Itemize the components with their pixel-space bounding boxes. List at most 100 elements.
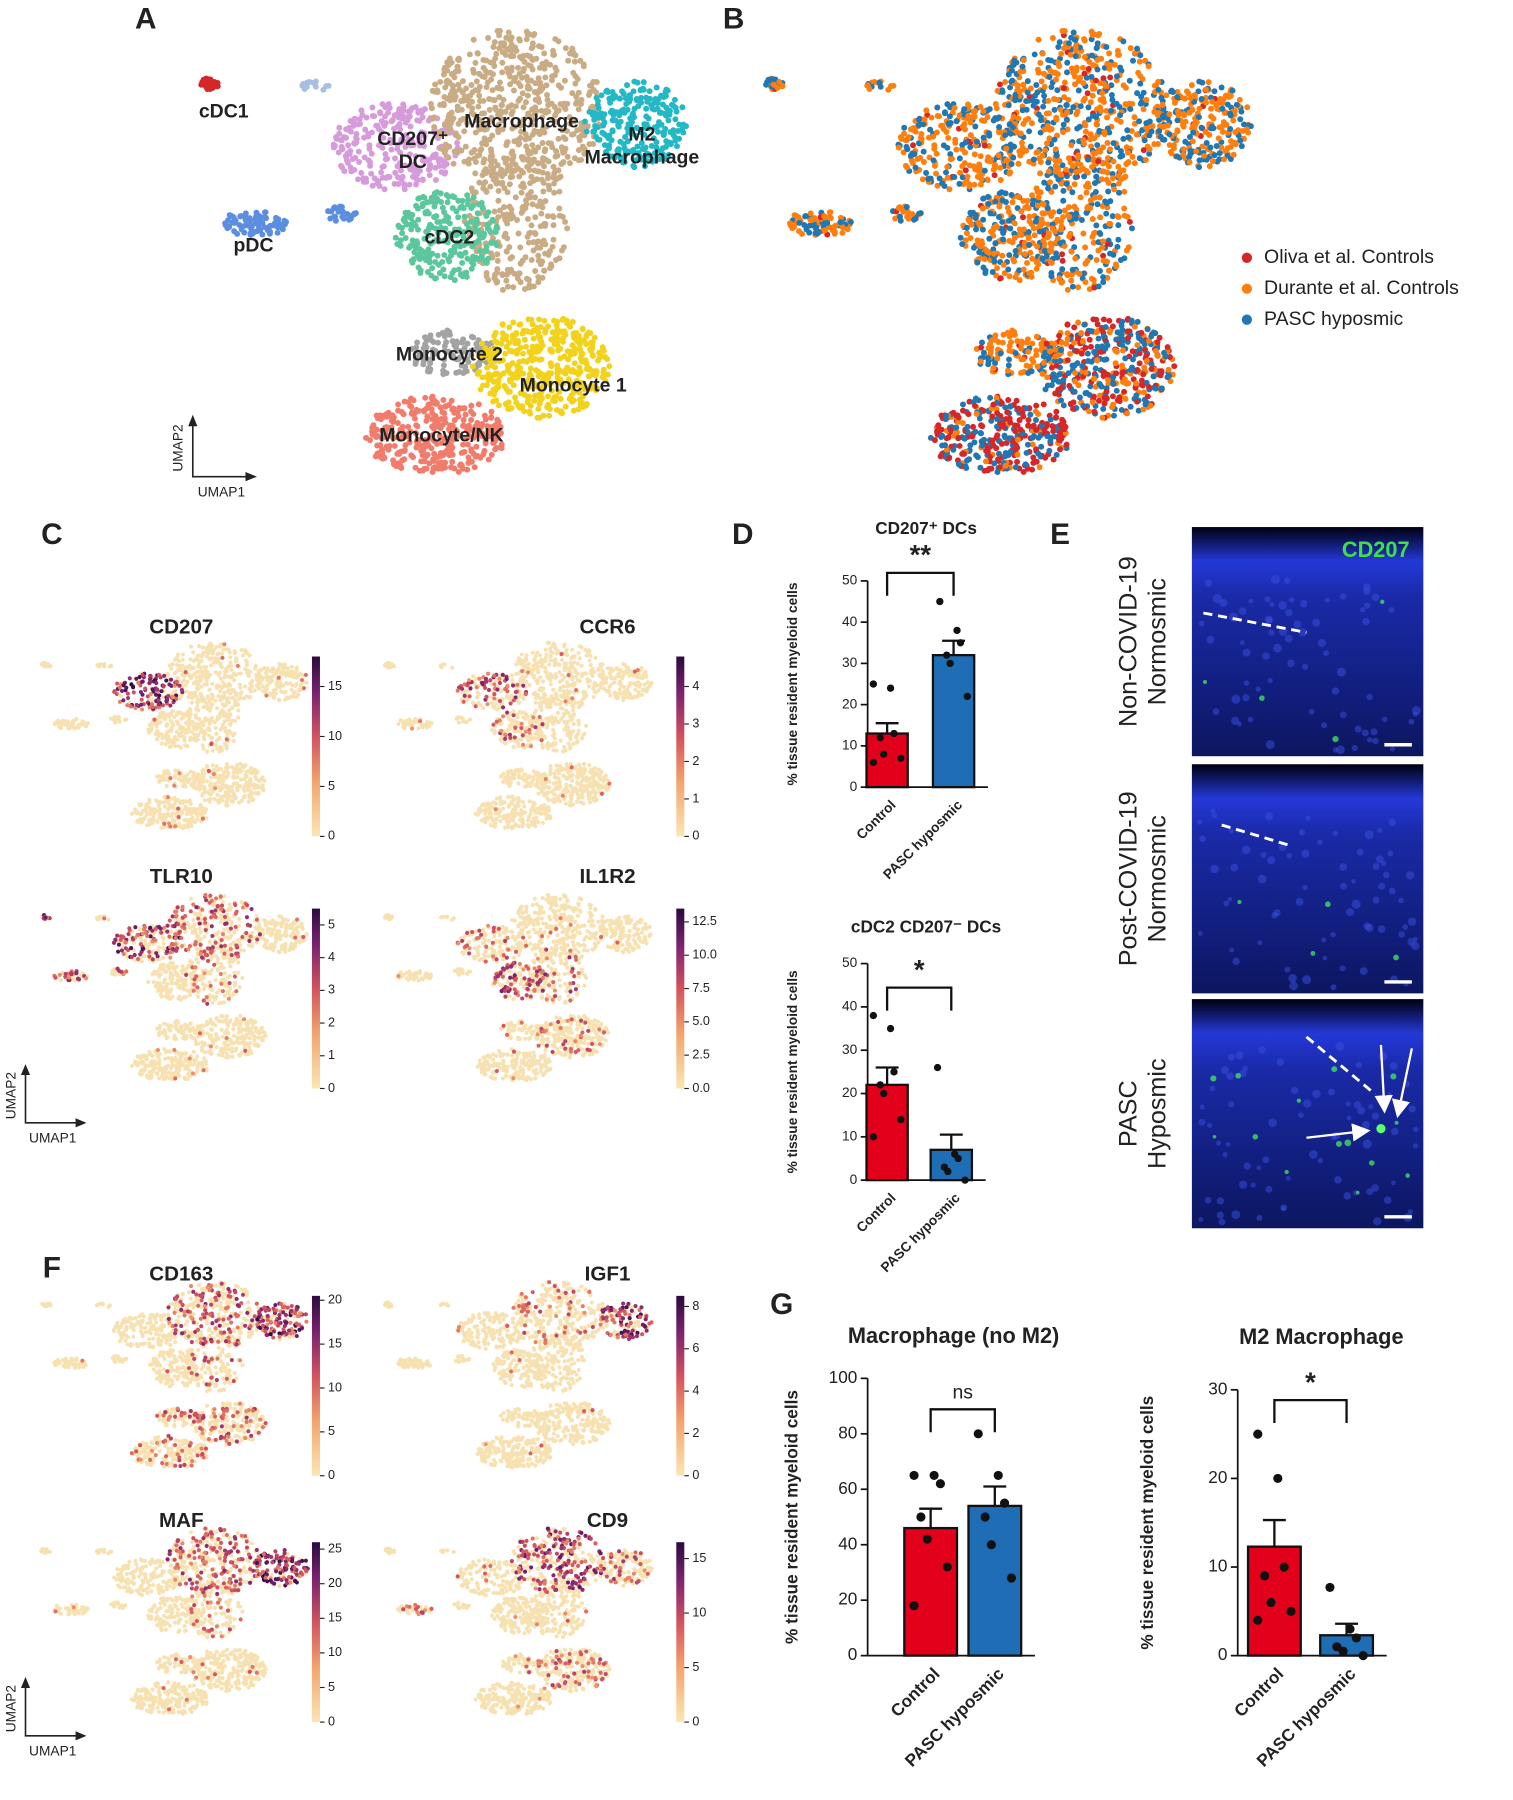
- cell-dot: [563, 366, 570, 373]
- cell-dot: [510, 335, 517, 342]
- cell-dot: [426, 460, 433, 467]
- cell-dot: [432, 275, 439, 282]
- cell-dot: [530, 158, 537, 165]
- cell-dot: [1224, 101, 1231, 108]
- cell-dot: [379, 163, 386, 170]
- cell-dot: [477, 386, 484, 393]
- cell-dot: [205, 81, 212, 88]
- cell-dot: [1085, 357, 1092, 364]
- cell-dot: [534, 414, 541, 421]
- cell-dot: [1115, 172, 1122, 179]
- cell-dot: [480, 97, 487, 104]
- cell-dot: [587, 347, 594, 354]
- cell-dot: [519, 90, 526, 97]
- cell-dot: [593, 94, 600, 101]
- cell-dot: [473, 117, 480, 124]
- cell-dot: [1140, 406, 1147, 413]
- cell-dot: [1120, 135, 1127, 142]
- cell-dot: [397, 139, 404, 146]
- cell-dot: [1085, 104, 1092, 111]
- cell-dot: [981, 142, 988, 149]
- cell-dot: [491, 371, 498, 378]
- cell-dot: [477, 147, 484, 154]
- cell-dot: [544, 96, 551, 103]
- cell-dot: [1121, 188, 1128, 195]
- cell-dot: [1125, 335, 1132, 341]
- cell-dot: [564, 128, 570, 135]
- cell-dot: [968, 221, 975, 228]
- cell-dot: [1047, 67, 1054, 74]
- cell-dot: [927, 126, 934, 133]
- cell-dot: [1086, 58, 1093, 65]
- cell-dot: [1084, 350, 1091, 357]
- cell-dot: [375, 126, 382, 132]
- umap-b: [763, 27, 1254, 476]
- cell-dot: [556, 205, 563, 212]
- cell-dot: [921, 116, 928, 123]
- cell-dot: [528, 189, 534, 196]
- cell-dot: [1060, 377, 1067, 384]
- cell-dot: [482, 416, 489, 423]
- cell-dot: [558, 247, 565, 254]
- cell-dot: [396, 106, 403, 113]
- cell-dot: [524, 163, 531, 170]
- cell-dot: [1026, 128, 1033, 135]
- cell-dot: [909, 150, 916, 157]
- cell-dot: [535, 252, 542, 259]
- cell-dot: [1127, 106, 1134, 113]
- cell-dot: [330, 144, 337, 151]
- cell-dot: [1137, 52, 1144, 59]
- cell-dot: [541, 65, 548, 72]
- cell-dot: [988, 228, 995, 235]
- cell-dot: [1037, 170, 1044, 177]
- cell-dot: [1145, 63, 1152, 70]
- cell-dot: [904, 146, 911, 153]
- cell-dot: [1174, 117, 1181, 124]
- cell-dot: [1148, 333, 1155, 340]
- cell-dot: [1099, 414, 1106, 421]
- cell-dot: [590, 141, 597, 148]
- cell-dot: [1073, 210, 1080, 217]
- cell-dot: [444, 67, 451, 74]
- cell-dot: [1003, 145, 1010, 152]
- cell-dot: [388, 118, 395, 125]
- cell-dot: [545, 323, 552, 330]
- cell-dot: [1102, 83, 1109, 90]
- cell-dot: [967, 234, 974, 241]
- cell-dot: [1045, 97, 1052, 104]
- cell-dot: [487, 168, 494, 175]
- cell-dot: [1052, 146, 1059, 153]
- cell-dot: [550, 222, 557, 229]
- cell-dot: [979, 205, 986, 212]
- cell-dot: [912, 164, 919, 171]
- cell-dot: [555, 38, 562, 45]
- cell-dot: [532, 267, 539, 274]
- cell-dot: [523, 343, 530, 350]
- cell-dot: [622, 95, 629, 102]
- cell-dot: [953, 146, 960, 153]
- cell-dot: [1079, 363, 1086, 370]
- cell-dot: [1076, 394, 1083, 401]
- cell-dot: [520, 65, 527, 72]
- cell-dot: [391, 112, 398, 119]
- cell-dot: [807, 217, 814, 224]
- cell-dot: [406, 244, 413, 251]
- cell-dot: [499, 335, 506, 342]
- cell-dot: [1148, 360, 1155, 367]
- cell-dot: [539, 140, 546, 146]
- cell-dot: [425, 401, 432, 408]
- cell-dot: [382, 156, 389, 163]
- cell-dot: [1008, 192, 1015, 198]
- cell-dot: [527, 194, 534, 201]
- cell-dot: [410, 454, 416, 461]
- cell-dot: [1209, 158, 1216, 165]
- cell-dot: [1110, 158, 1117, 165]
- cell-dot: [1221, 156, 1228, 163]
- cell-dot: [426, 250, 433, 257]
- cell-dot: [1109, 175, 1116, 182]
- cell-dot: [283, 218, 290, 225]
- cell-dot: [495, 377, 502, 384]
- cell-dot: [198, 81, 205, 88]
- cell-dot: [594, 101, 601, 108]
- cell-dot: [1230, 151, 1237, 158]
